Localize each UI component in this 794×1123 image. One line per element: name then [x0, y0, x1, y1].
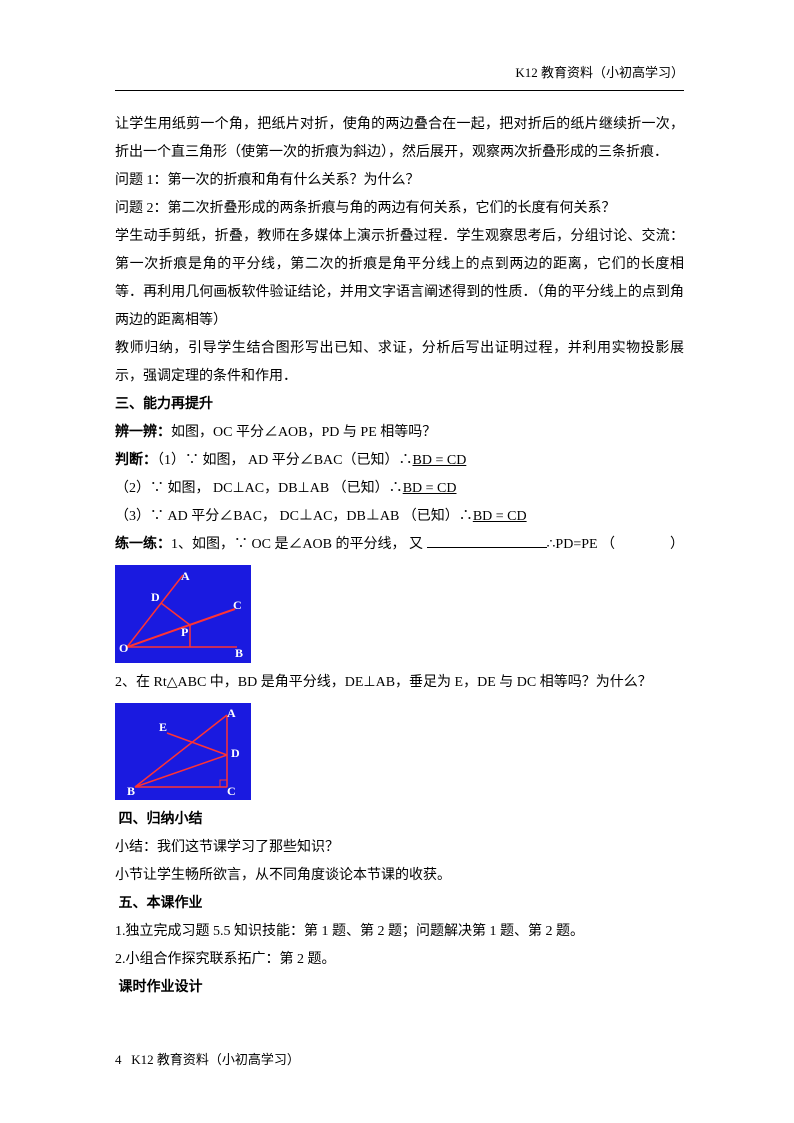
line2-text: （1）∵ 如图， AD 平分∠BAC（已知）∴	[157, 453, 413, 468]
section-4-title: 四、归纳小结	[115, 806, 684, 834]
line5-prefix: 练一练：	[115, 537, 171, 552]
paragraph-2: 问题 1：第一次的折痕和角有什么关系？为什么？	[115, 167, 684, 195]
label-A: A	[227, 706, 236, 720]
section-4-line-2: 小节让学生畅所欲言，从不同角度谈论本节课的收获。	[115, 862, 684, 890]
section-3-line-1: 辨一辨：如图，OC 平分∠AOB，PD 与 PE 相等吗？	[115, 419, 684, 447]
label-B: B	[127, 784, 135, 798]
label-D: D	[231, 746, 240, 760]
label-C: C	[227, 784, 236, 798]
paragraph-3: 问题 2：第二次折叠形成的两条折痕与角的两边有何关系，它们的长度有何关系？	[115, 195, 684, 223]
main-content: 让学生用纸剪一个角，把纸片对折，使角的两边叠合在一起，把对折后的纸片继续折一次，…	[115, 111, 684, 1002]
header-text: K12 教育资料（小初高学习）	[515, 65, 684, 80]
page-header: K12 教育资料（小初高学习）	[115, 60, 684, 91]
section-3-line-5: 练一练：1、如图，∵ OC 是∠AOB 的平分线， 又 ∴PD=PE （ ）	[115, 531, 684, 559]
line5-paren: ）	[670, 531, 684, 559]
label-O: O	[119, 641, 128, 655]
line3-text: （2）∵ 如图， DC⊥AC，DB⊥AB （已知）∴	[115, 481, 403, 496]
diagram-2: A B C D E	[115, 703, 251, 800]
label-P: P	[181, 625, 188, 639]
section-5-line-2: 2.小组合作探究联系拓广：第 2 题。	[115, 946, 684, 974]
section-3-line-2: 判断：（1）∵ 如图， AD 平分∠BAC（已知）∴BD = CD	[115, 447, 684, 475]
line4-text: （3）∵ AD 平分∠BAC， DC⊥AC，DB⊥AB （已知）∴	[115, 509, 473, 524]
section-3-line-4: （3）∵ AD 平分∠BAC， DC⊥AC，DB⊥AB （已知）∴BD = CD	[115, 503, 684, 531]
paragraph-4: 学生动手剪纸，折叠，教师在多媒体上演示折叠过程．学生观察思考后，分组讨论、交流：…	[115, 223, 684, 335]
line2-conclusion: BD = CD	[413, 453, 467, 468]
section-3-title: 三、能力再提升	[115, 391, 684, 419]
label-B: B	[235, 646, 243, 660]
line2-prefix: 判断：	[115, 453, 157, 468]
blank-line	[427, 534, 547, 548]
section-5-line-1: 1.独立完成习题 5.5 知识技能：第 1 题、第 2 题；问题解决第 1 题、…	[115, 918, 684, 946]
label-C: C	[233, 598, 242, 612]
section-5-title: 五、本课作业	[115, 890, 684, 918]
line5-suffix: ∴PD=PE （	[547, 537, 616, 552]
paragraph-5: 教师归纳，引导学生结合图形写出已知、求证，分析后写出证明过程，并利用实物投影展示…	[115, 335, 684, 391]
page-number: 4	[115, 1052, 122, 1067]
page-footer: 4 K12 教育资料（小初高学习）	[115, 1047, 300, 1073]
line3-conclusion: BD = CD	[403, 481, 457, 496]
line5-text: 1、如图，∵ OC 是∠AOB 的平分线， 又	[171, 537, 427, 552]
section-4-line-1: 小结：我们这节课学习了那些知识？	[115, 834, 684, 862]
label-A: A	[181, 569, 190, 583]
footer-text: K12 教育资料（小初高学习）	[131, 1052, 300, 1067]
section-6-title: 课时作业设计	[115, 974, 684, 1002]
line1-prefix: 辨一辨：	[115, 425, 171, 440]
paragraph-1: 让学生用纸剪一个角，把纸片对折，使角的两边叠合在一起，把对折后的纸片继续折一次，…	[115, 111, 684, 167]
line4-conclusion: BD = CD	[473, 509, 527, 524]
line1-text: 如图，OC 平分∠AOB，PD 与 PE 相等吗？	[171, 425, 436, 440]
label-D: D	[151, 590, 160, 604]
section-3-line-3: （2）∵ 如图， DC⊥AC，DB⊥AB （已知）∴BD = CD	[115, 475, 684, 503]
section-3-line-6: 2、在 Rt△ABC 中，BD 是角平分线，DE⊥AB，垂足为 E，DE 与 D…	[115, 669, 684, 697]
diagram-1: O A B C D P	[115, 565, 251, 663]
label-E: E	[159, 720, 167, 734]
